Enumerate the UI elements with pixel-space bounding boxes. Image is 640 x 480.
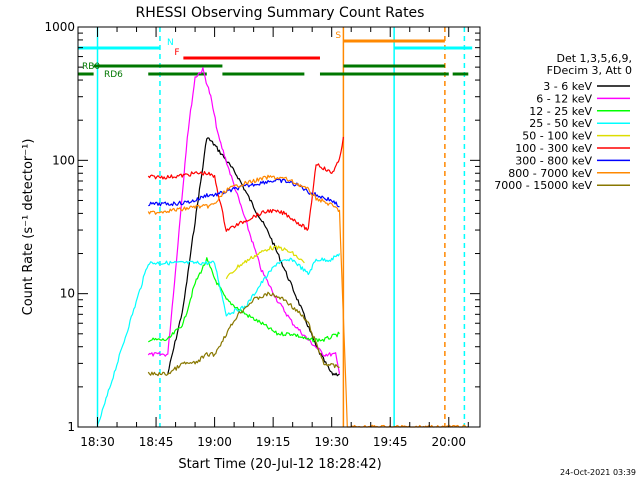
x-tick-label-1: 18:45: [139, 435, 174, 449]
legend-entry-3: 25 - 50 keV: [529, 117, 592, 130]
legend-entry-2: 12 - 25 keV: [529, 105, 592, 118]
legend-entry-6: 300 - 800 keV: [515, 154, 592, 167]
legend-entry-4: 50 - 100 keV: [522, 130, 592, 143]
chart-title: RHESSI Observing Summary Count Rates: [136, 5, 425, 21]
legend-entry-1: 6 - 12 keV: [536, 92, 592, 105]
x-tick-label-0: 18:30: [80, 435, 115, 449]
legend-header-0: Det 1,3,5,6,9,: [556, 52, 632, 65]
series-line-3: [96, 253, 341, 426]
x-axis-ticks: 18:30 18:45 19:00 19:15 19:30 19:45 20:00: [77, 27, 469, 449]
legend: Det 1,3,5,6,9,FDecim 3, Att 0 3 - 6 keV6 …: [494, 52, 632, 192]
x-tick-label-6: 20:00: [431, 435, 466, 449]
flag-label-f: F: [174, 48, 179, 58]
legend-entry-0: 3 - 6 keV: [543, 80, 592, 93]
legend-header-1: FDecim 3, Att 0: [547, 64, 632, 77]
flag-label-n: N: [167, 38, 174, 48]
x-tick-label-5: 19:45: [373, 435, 408, 449]
plot-frame: [77, 26, 481, 428]
y-tick-label-0: 1: [67, 420, 75, 434]
series-line-6: [148, 178, 340, 208]
legend-entry-5: 100 - 300 keV: [515, 142, 592, 155]
x-tick-label-4: 19:30: [314, 435, 349, 449]
series-line-5: [147, 136, 344, 232]
flag-label-rb0: RB0: [82, 62, 100, 72]
legend-entry-7: 800 - 7000 keV: [508, 167, 592, 180]
y-axis-ticks: 1 10 100 1000: [44, 20, 480, 434]
legend-entry-8: 7000 - 15000 keV: [494, 179, 592, 192]
footer-date: 24-Oct-2021 03:39: [560, 468, 636, 477]
series-line-8: [147, 291, 340, 377]
flag-bars: N S F RB0 RD6: [78, 31, 473, 80]
y-axis-label: Count Rate (s⁻¹ detector⁻¹): [21, 139, 36, 316]
y-tick-label-3: 1000: [44, 20, 75, 34]
flag-label-s: S: [335, 31, 341, 41]
x-tick-label-2: 19:00: [197, 435, 232, 449]
y-tick-label-2: 100: [52, 153, 75, 167]
flag-label-rd6: RD6: [104, 70, 123, 80]
x-axis-label: Start Time (20-Jul-12 18:28:42): [178, 457, 381, 472]
x-tick-label-3: 19:15: [256, 435, 291, 449]
series-line-2: [148, 257, 340, 343]
y-tick-label-1: 10: [60, 287, 75, 301]
series-line-4: [225, 245, 305, 280]
time-markers: [96, 27, 466, 427]
